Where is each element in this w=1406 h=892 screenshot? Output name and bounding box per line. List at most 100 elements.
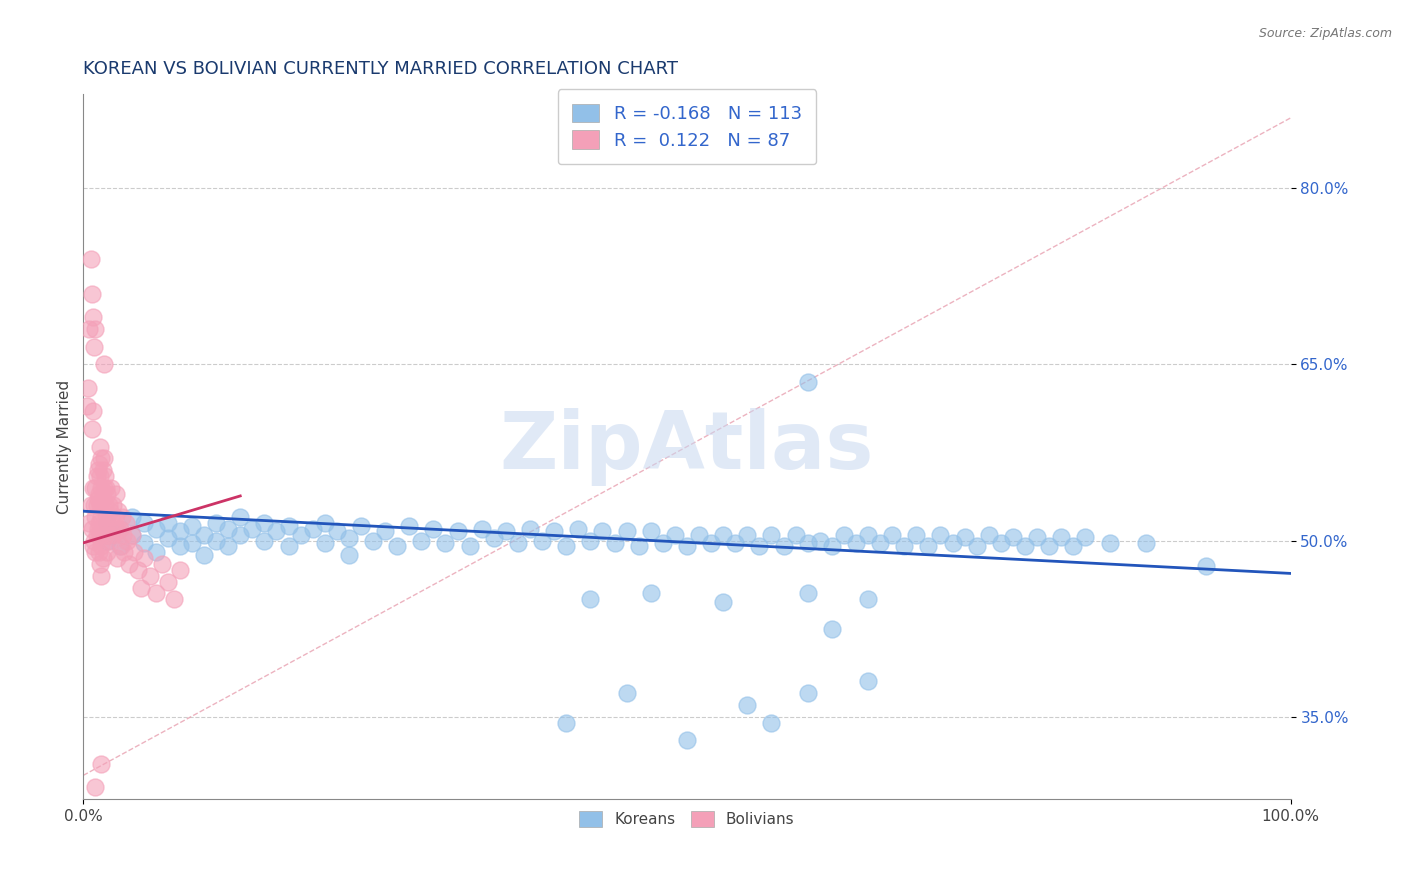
- Point: [89, 499, 111, 513]
- Point: [1195, 559, 1218, 574]
- Point: [411, 533, 433, 548]
- Point: [941, 536, 963, 550]
- Point: [301, 522, 323, 536]
- Point: [94, 527, 117, 541]
- Point: [953, 530, 976, 544]
- Point: [76, 399, 98, 413]
- Point: [169, 540, 191, 554]
- Point: [82, 540, 104, 554]
- Point: [103, 527, 125, 541]
- Point: [591, 524, 613, 538]
- Point: [104, 486, 127, 500]
- Point: [253, 516, 276, 530]
- Point: [869, 536, 891, 550]
- Point: [711, 594, 734, 608]
- Point: [114, 516, 136, 530]
- Point: [1038, 540, 1060, 554]
- Point: [748, 540, 770, 554]
- Point: [422, 522, 444, 536]
- Point: [398, 519, 420, 533]
- Point: [97, 499, 120, 513]
- Point: [229, 527, 252, 541]
- Point: [434, 536, 457, 550]
- Point: [326, 524, 349, 538]
- Point: [105, 551, 128, 566]
- Point: [93, 358, 115, 372]
- Point: [87, 457, 110, 471]
- Point: [82, 481, 104, 495]
- Point: [555, 715, 578, 730]
- Point: [79, 499, 101, 513]
- Point: [86, 469, 108, 483]
- Point: [664, 527, 686, 541]
- Point: [1026, 530, 1049, 544]
- Point: [253, 533, 276, 548]
- Point: [83, 340, 105, 354]
- Point: [1001, 530, 1024, 544]
- Point: [1062, 540, 1084, 554]
- Point: [84, 780, 107, 794]
- Point: [83, 533, 105, 548]
- Point: [93, 451, 115, 466]
- Point: [337, 531, 360, 545]
- Point: [79, 516, 101, 530]
- Point: [1050, 530, 1073, 544]
- Point: [193, 527, 215, 541]
- Point: [808, 533, 831, 548]
- Point: [150, 557, 173, 571]
- Point: [229, 510, 252, 524]
- Point: [163, 592, 186, 607]
- Point: [217, 522, 239, 536]
- Point: [79, 322, 101, 336]
- Point: [103, 499, 125, 513]
- Point: [156, 516, 179, 530]
- Text: ZipAtlas: ZipAtlas: [499, 408, 875, 485]
- Point: [89, 557, 111, 571]
- Point: [796, 586, 818, 600]
- Point: [90, 481, 112, 495]
- Point: [97, 527, 120, 541]
- Point: [217, 540, 239, 554]
- Point: [616, 524, 638, 538]
- Point: [651, 536, 673, 550]
- Point: [132, 516, 155, 530]
- Point: [101, 522, 124, 536]
- Point: [96, 516, 118, 530]
- Point: [90, 756, 112, 771]
- Legend: Koreans, Bolivians: Koreans, Bolivians: [574, 805, 800, 833]
- Point: [138, 568, 160, 582]
- Point: [290, 527, 312, 541]
- Point: [277, 540, 299, 554]
- Point: [856, 527, 879, 541]
- Text: Source: ZipAtlas.com: Source: ZipAtlas.com: [1258, 27, 1392, 40]
- Point: [112, 527, 135, 541]
- Point: [385, 540, 408, 554]
- Point: [108, 540, 131, 554]
- Point: [87, 492, 110, 507]
- Point: [87, 486, 110, 500]
- Point: [96, 481, 118, 495]
- Point: [266, 524, 288, 538]
- Point: [80, 522, 103, 536]
- Point: [543, 524, 565, 538]
- Point: [108, 522, 131, 536]
- Point: [93, 481, 115, 495]
- Point: [96, 545, 118, 559]
- Point: [832, 527, 855, 541]
- Point: [482, 531, 505, 545]
- Point: [96, 533, 118, 548]
- Point: [94, 469, 117, 483]
- Point: [603, 536, 626, 550]
- Point: [676, 733, 699, 747]
- Point: [132, 551, 155, 566]
- Point: [156, 531, 179, 545]
- Point: [84, 510, 107, 524]
- Point: [84, 545, 107, 559]
- Point: [506, 536, 529, 550]
- Point: [181, 519, 204, 533]
- Point: [471, 522, 494, 536]
- Point: [90, 510, 112, 524]
- Point: [112, 545, 135, 559]
- Point: [737, 527, 759, 541]
- Point: [240, 522, 263, 536]
